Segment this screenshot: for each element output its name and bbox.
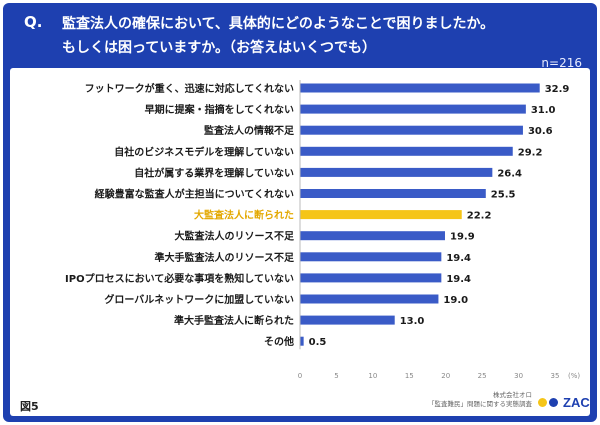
x-tick-label: 15 bbox=[405, 372, 414, 380]
bar bbox=[300, 336, 304, 346]
value-label: 0.5 bbox=[309, 337, 327, 348]
value-label: 26.4 bbox=[497, 168, 522, 179]
value-label: 19.0 bbox=[443, 295, 468, 306]
x-tick-label: 20 bbox=[441, 372, 450, 380]
bar bbox=[300, 189, 486, 198]
value-label: 32.9 bbox=[545, 84, 570, 95]
sample-size-label: n=216 bbox=[541, 56, 582, 70]
category-label: 大監査法人のリソース不足 bbox=[175, 230, 295, 243]
category-label: グローバルネットワークに加盟していない bbox=[104, 293, 294, 306]
x-tick-label: 25 bbox=[478, 372, 487, 380]
bar bbox=[300, 210, 462, 220]
bar bbox=[300, 104, 526, 114]
value-label: 22.2 bbox=[467, 211, 492, 222]
figure-label: 図5 bbox=[20, 400, 39, 413]
category-label: 早期に提案・指摘をしてくれない bbox=[145, 103, 294, 116]
zac-logo: ZAC bbox=[538, 395, 590, 410]
bar bbox=[300, 273, 442, 283]
bar bbox=[300, 125, 523, 135]
x-tick-label: 0 bbox=[298, 372, 302, 380]
company-name: 株式会社オロ bbox=[493, 391, 532, 399]
bar bbox=[300, 83, 540, 93]
x-tick-label: 35 bbox=[551, 372, 560, 380]
category-label: 経験豊富な監査人が主担当についてくれない bbox=[95, 188, 294, 201]
question-title-line2: もしくは困っていますか。（お答えはいくつでも） bbox=[62, 40, 377, 56]
x-unit-label: (%) bbox=[568, 372, 580, 380]
value-label: 19.9 bbox=[450, 232, 475, 243]
category-label: 大監査法人に断られた bbox=[194, 209, 294, 222]
bar bbox=[300, 231, 445, 241]
value-label: 29.2 bbox=[518, 147, 543, 158]
value-label: 19.4 bbox=[446, 253, 471, 264]
value-label: 13.0 bbox=[400, 316, 425, 327]
category-label: その他 bbox=[264, 335, 294, 348]
question-title-line1: 監査法人の確保において、具体的にどのようなことで困りましたか。 bbox=[62, 16, 495, 32]
bar bbox=[300, 294, 439, 304]
x-tick-label: 30 bbox=[514, 372, 523, 380]
x-tick-label: 5 bbox=[334, 372, 338, 380]
category-label: 監査法人の情報不足 bbox=[204, 124, 295, 137]
survey-title: 「監査難民」問題に関する実態調査 bbox=[428, 400, 532, 408]
category-label: 準大手監査法人に断られた bbox=[174, 314, 294, 327]
logo-yellow-dot bbox=[538, 398, 547, 407]
bar bbox=[300, 167, 493, 177]
bar bbox=[300, 146, 513, 156]
bar bbox=[300, 252, 442, 262]
value-label: 30.6 bbox=[528, 126, 553, 137]
category-label: 自社が属する業界を理解していない bbox=[134, 166, 294, 179]
company-credit: 株式会社オロ 「監査難民」問題に関する実態調査 bbox=[428, 391, 532, 409]
category-label: IPOプロセスにおいて必要な事項を熟知していない bbox=[65, 272, 294, 285]
category-label: 自社のビジネスモデルを理解していない bbox=[114, 145, 294, 158]
category-label: フットワークが重く、迅速に対応してくれない bbox=[85, 82, 294, 95]
x-tick-label: 10 bbox=[368, 372, 377, 380]
question-marker: Q. bbox=[24, 13, 43, 31]
logo-blue-dot bbox=[549, 398, 558, 407]
value-label: 25.5 bbox=[491, 190, 516, 201]
value-label: 19.4 bbox=[446, 274, 471, 285]
value-label: 31.0 bbox=[531, 105, 556, 116]
category-label: 準大手監査法人のリソース不足 bbox=[155, 251, 295, 264]
logo-text: ZAC bbox=[563, 395, 590, 410]
bar bbox=[300, 315, 395, 325]
